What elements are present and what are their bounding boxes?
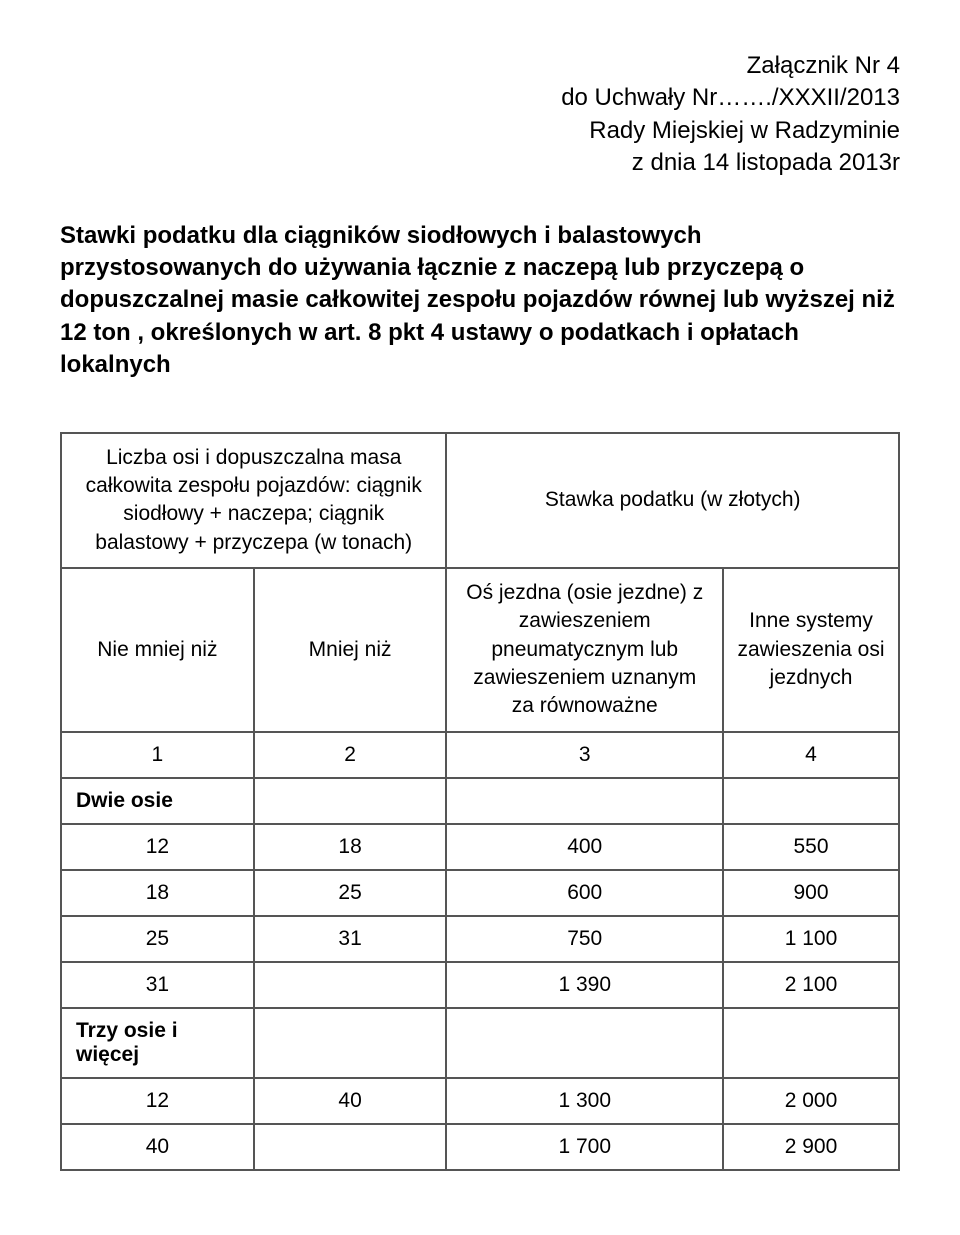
blank-cell (254, 1008, 447, 1078)
table-cell: 18 (254, 824, 447, 870)
table-cell: 1 300 (446, 1078, 723, 1124)
table-cell: 12 (61, 1078, 254, 1124)
table-cell: 1 100 (723, 916, 899, 962)
table-cell (254, 1124, 447, 1170)
table-cell: 2 100 (723, 962, 899, 1008)
subheader-col1: Nie mniej niż (61, 568, 254, 732)
blank-cell (446, 1008, 723, 1078)
table-cell: 31 (254, 916, 447, 962)
header-left-cell: Liczba osi i dopuszczalna masa całkowita… (61, 433, 446, 568)
numrow-c2: 2 (254, 732, 447, 778)
section-0-label: Dwie osie (61, 778, 254, 824)
header-line-4: z dnia 14 listopada 2013r (60, 147, 900, 179)
header-line-1: Załącznik Nr 4 (60, 50, 900, 82)
blank-cell (446, 778, 723, 824)
table-cell: 31 (61, 962, 254, 1008)
table-cell: 40 (254, 1078, 447, 1124)
table-cell: 750 (446, 916, 723, 962)
numrow-c3: 3 (446, 732, 723, 778)
table-cell: 25 (61, 916, 254, 962)
numrow-c4: 4 (723, 732, 899, 778)
table-cell: 2 900 (723, 1124, 899, 1170)
table-cell: 25 (254, 870, 447, 916)
table-cell: 400 (446, 824, 723, 870)
table-cell: 2 000 (723, 1078, 899, 1124)
table-cell: 40 (61, 1124, 254, 1170)
subheader-col4: Inne systemy zawieszenia osi jezdnych (723, 568, 899, 732)
subheader-col3: Oś jezdna (osie jezdne) z zawieszeniem p… (446, 568, 723, 732)
header-line-3: Rady Miejskiej w Radzyminie (60, 115, 900, 147)
blank-cell (254, 778, 447, 824)
subheader-col2: Mniej niż (254, 568, 447, 732)
table-cell: 550 (723, 824, 899, 870)
table-cell: 600 (446, 870, 723, 916)
attachment-header: Załącznik Nr 4 do Uchwały Nr……./XXXII/20… (60, 50, 900, 180)
table-cell: 12 (61, 824, 254, 870)
blank-cell (723, 1008, 899, 1078)
blank-cell (723, 778, 899, 824)
header-right-cell: Stawka podatku (w złotych) (446, 433, 899, 568)
tax-rates-table: Liczba osi i dopuszczalna masa całkowita… (60, 432, 900, 1171)
main-paragraph: Stawki podatku dla ciągników siodłowych … (60, 220, 900, 382)
numrow-c1: 1 (61, 732, 254, 778)
table-cell: 1 390 (446, 962, 723, 1008)
table-cell: 900 (723, 870, 899, 916)
table-cell: 1 700 (446, 1124, 723, 1170)
header-line-2: do Uchwały Nr……./XXXII/2013 (60, 82, 900, 114)
section-1-label: Trzy osie i więcej (61, 1008, 254, 1078)
table-cell: 18 (61, 870, 254, 916)
table-cell (254, 962, 447, 1008)
